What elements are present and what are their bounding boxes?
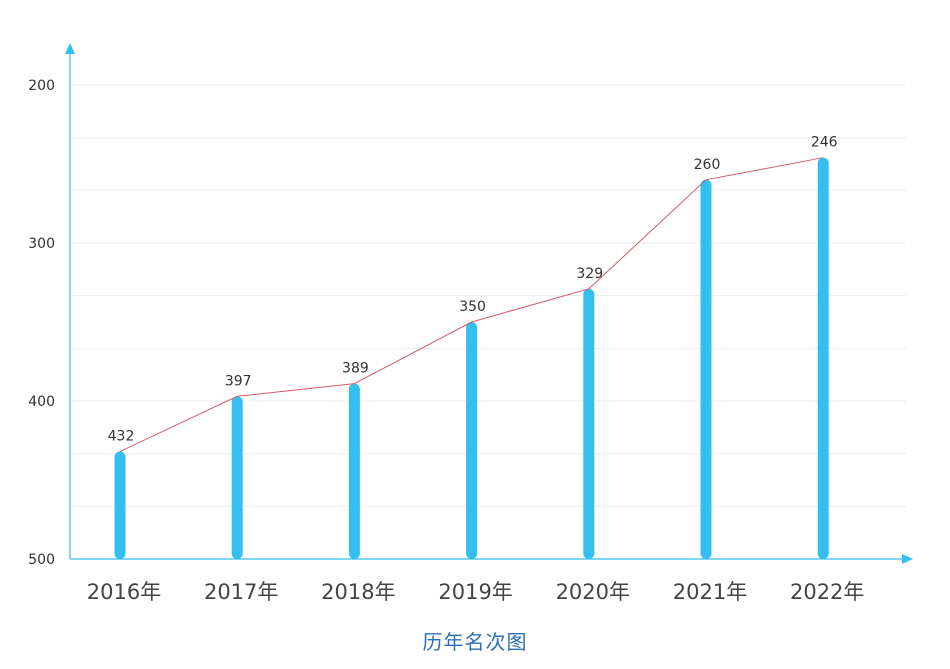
x-tick-label: 2018年 bbox=[321, 580, 395, 604]
data-label: 246 bbox=[811, 135, 838, 151]
grid-lines bbox=[72, 84, 906, 507]
x-tick-label: 2022年 bbox=[790, 580, 864, 604]
bar bbox=[348, 383, 360, 559]
y-tick-labels: 200 300 400 500 bbox=[28, 78, 55, 568]
data-labels: 432 397 389 350 329 260 246 bbox=[108, 135, 838, 445]
x-tick-label: 2019年 bbox=[438, 580, 512, 604]
y-tick-label: 300 bbox=[28, 236, 55, 252]
bar bbox=[231, 396, 243, 559]
x-tick-label: 2017年 bbox=[204, 580, 278, 604]
trend-line-group bbox=[119, 157, 824, 453]
data-label: 397 bbox=[225, 373, 252, 389]
bar bbox=[700, 179, 712, 560]
y-tick-label: 200 bbox=[28, 78, 55, 94]
y-axis-arrow-icon bbox=[65, 43, 75, 54]
bar bbox=[817, 157, 829, 559]
bars bbox=[114, 157, 829, 560]
axes bbox=[65, 43, 913, 564]
data-label: 260 bbox=[694, 157, 721, 173]
y-tick-label: 500 bbox=[28, 552, 55, 568]
x-tick-label: 2020年 bbox=[556, 580, 630, 604]
data-label: 329 bbox=[576, 266, 603, 282]
x-tick-labels: 2016年 2017年 2018年 2019年 2020年 2021年 2022年 bbox=[87, 580, 865, 604]
x-axis-arrow-icon bbox=[902, 554, 913, 564]
y-tick-label: 400 bbox=[28, 394, 55, 410]
bar bbox=[583, 288, 595, 559]
chart-title: 历年名次图 bbox=[422, 630, 528, 654]
data-label: 350 bbox=[459, 299, 486, 315]
bar bbox=[466, 322, 478, 559]
data-label: 432 bbox=[108, 429, 135, 445]
x-tick-label: 2016年 bbox=[87, 580, 161, 604]
trend-line bbox=[119, 157, 824, 453]
bar bbox=[114, 451, 126, 559]
data-label: 389 bbox=[342, 361, 369, 377]
x-tick-label: 2021年 bbox=[673, 580, 747, 604]
